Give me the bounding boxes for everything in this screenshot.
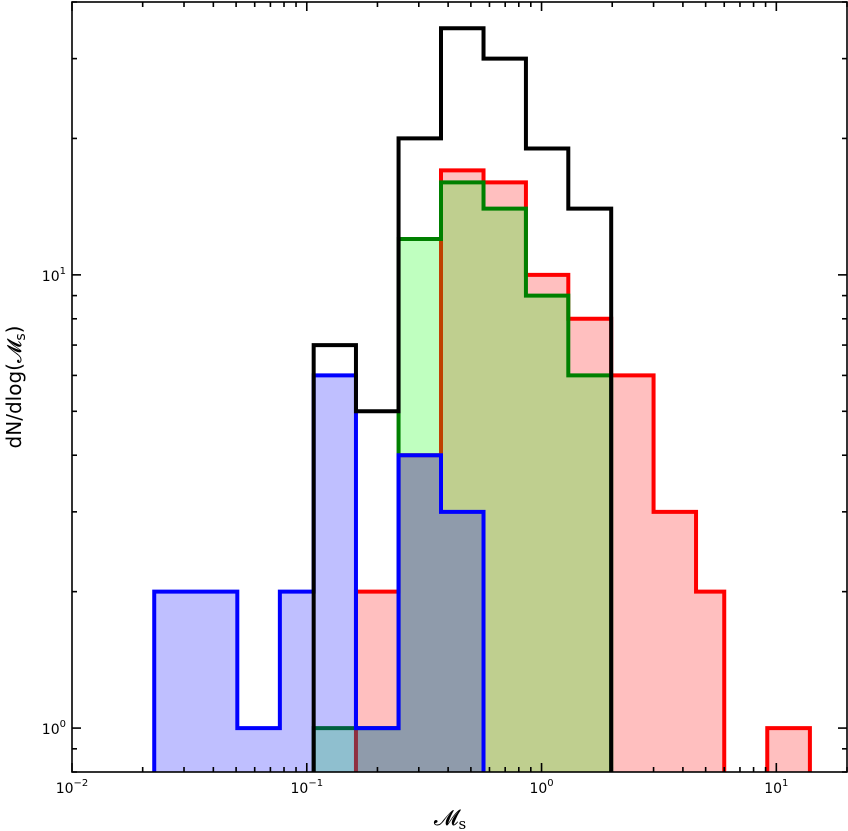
histogram-series-3 bbox=[152, 373, 486, 812]
histogram-bar bbox=[399, 138, 441, 812]
histogram-fill-0 bbox=[355, 170, 725, 772]
x-tick-label: 100 bbox=[529, 778, 553, 797]
plot-frame bbox=[71, 1, 848, 773]
y-tick-label: 100 bbox=[42, 719, 66, 738]
histogram-bar bbox=[441, 28, 484, 812]
histogram-series-1 bbox=[765, 726, 812, 812]
histogram-bar bbox=[526, 149, 568, 812]
x-axis-title: 𝓜s bbox=[434, 806, 466, 831]
histogram-bar bbox=[237, 728, 280, 812]
histogram-series-4 bbox=[311, 26, 614, 812]
x-tick-label: 10−2 bbox=[56, 778, 89, 797]
histogram-fill-1 bbox=[767, 728, 810, 772]
histogram-bar bbox=[484, 59, 526, 812]
histogram-bar bbox=[767, 728, 810, 812]
x-tick-label: 10−1 bbox=[290, 778, 323, 797]
y-axis-title: dN/dlog(𝓜s) bbox=[2, 326, 29, 449]
y-tick-label: 101 bbox=[42, 266, 66, 285]
histogram-bar bbox=[654, 512, 696, 812]
histogram-bar bbox=[356, 411, 399, 812]
histogram-outline-1 bbox=[765, 726, 812, 772]
histogram-fill-2 bbox=[313, 182, 612, 772]
histogram-bar bbox=[568, 209, 611, 812]
x-tick-label: 101 bbox=[764, 778, 788, 797]
histogram-bar bbox=[611, 375, 653, 812]
histogram-outline-3 bbox=[152, 373, 486, 772]
series-layer bbox=[152, 26, 812, 812]
histogram-bar bbox=[696, 592, 724, 812]
histogram-outline-4 bbox=[311, 26, 614, 772]
histogram-bar bbox=[314, 345, 356, 812]
histogram-bar bbox=[154, 592, 237, 812]
tick-layer: 10−2 10−1 100 101 100 101 bbox=[42, 1, 848, 797]
